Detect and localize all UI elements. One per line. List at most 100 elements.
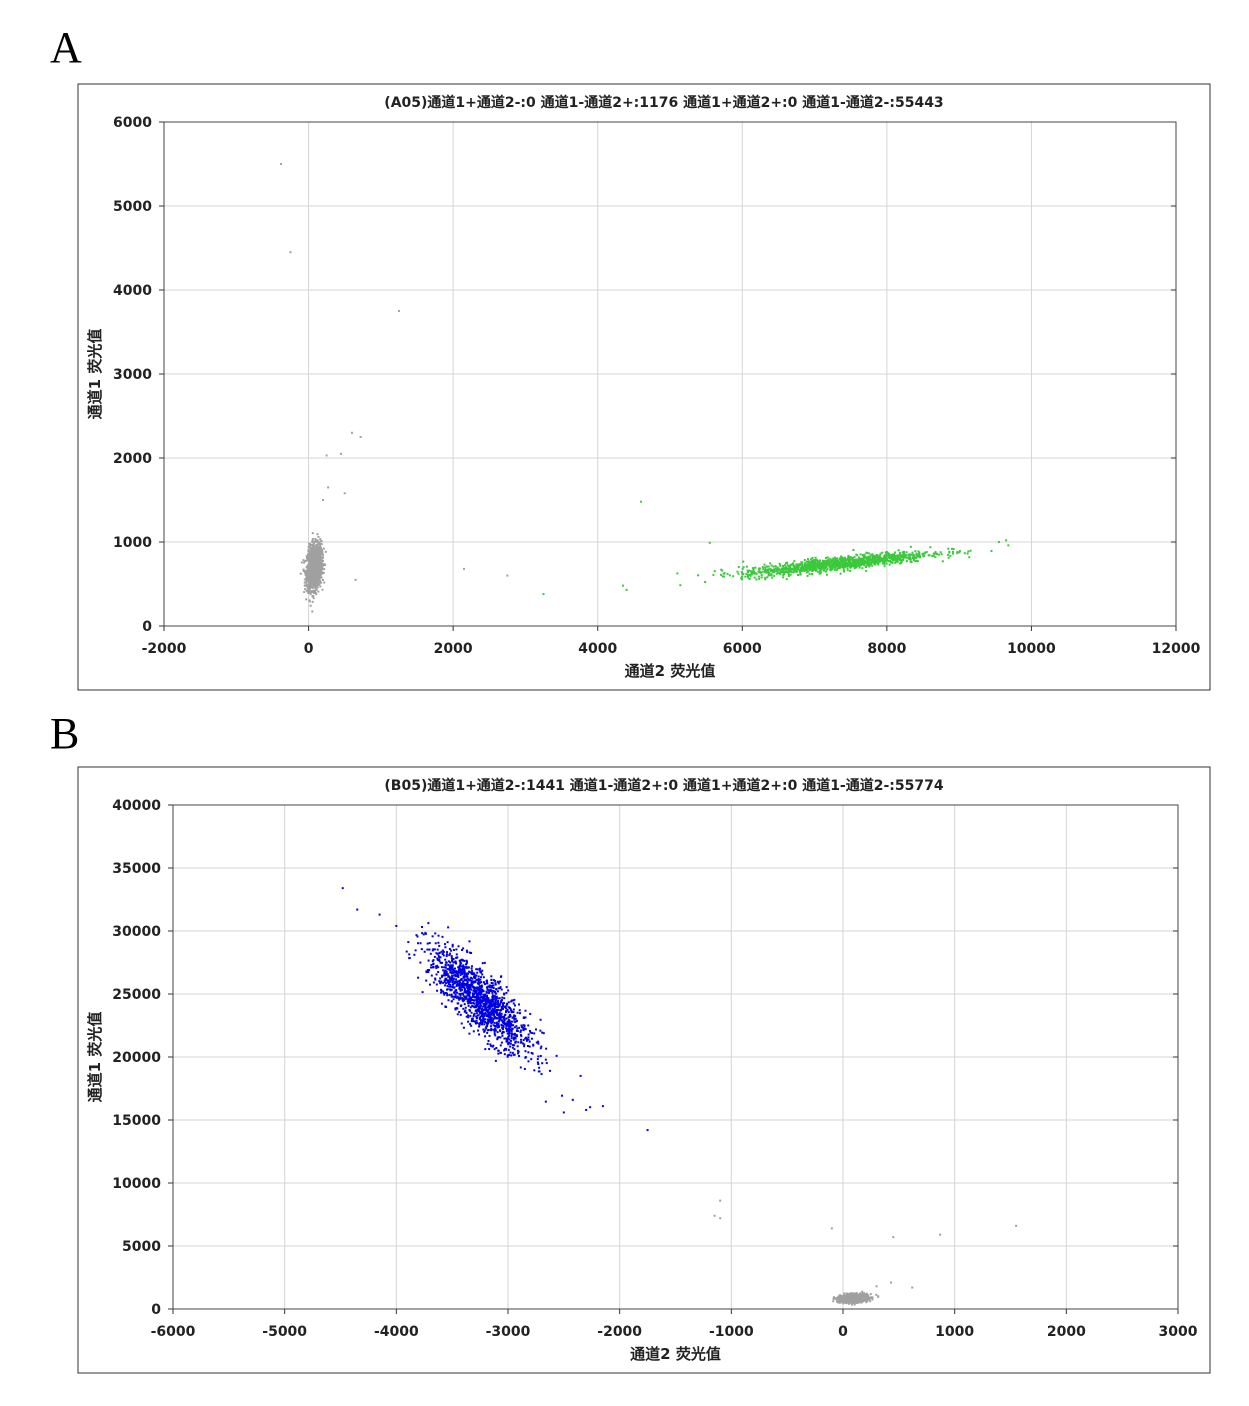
data-point [792,563,795,566]
data-point [449,988,452,991]
data-point [466,975,469,978]
data-point [789,565,792,568]
data-point [312,550,315,553]
data-point [990,549,993,552]
data-point [500,999,503,1002]
data-point [803,565,806,568]
data-point [491,984,494,987]
data-point [911,556,914,559]
data-point [440,980,443,983]
x-tick-label: 4000 [578,641,617,657]
data-point [491,982,494,985]
data-point [451,975,454,978]
data-point [454,1007,457,1010]
data-point [915,554,918,557]
data-point [315,567,318,570]
data-point [825,569,828,572]
data-point [762,570,765,573]
data-point [460,959,463,962]
data-point [625,588,628,591]
data-point [444,973,447,976]
y-tick-label: 0 [142,619,152,635]
data-point [509,1028,512,1031]
data-point [459,994,462,997]
data-point [515,1019,518,1022]
data-point [470,967,473,970]
data-point [309,558,312,561]
data-point [454,960,457,963]
data-point [321,556,324,559]
data-point [451,945,454,948]
data-point [354,578,357,581]
data-point [510,1011,513,1014]
data-point [900,559,903,562]
data-point [544,1100,547,1103]
data-point [319,573,322,576]
data-point [469,996,472,999]
data-point [493,1030,496,1033]
data-point [499,1002,502,1005]
data-point [495,998,498,1001]
data-point [442,992,445,995]
data-point [719,573,722,576]
data-point [537,1070,540,1073]
data-point [503,1037,506,1040]
data-point [465,959,468,962]
data-point [503,1049,506,1052]
data-point [929,546,932,549]
data-point [501,996,504,999]
data-point [753,576,756,579]
data-point [531,1052,534,1055]
data-point [307,591,310,594]
data-point [442,969,445,972]
data-point [464,1006,467,1009]
data-point [323,581,326,584]
data-point [497,987,500,990]
data-point [864,561,867,564]
data-point [494,983,497,986]
data-point [501,1032,504,1035]
data-point [797,563,800,566]
data-point [814,561,817,564]
data-point [513,998,516,1001]
data-point [473,976,476,979]
data-point [779,570,782,573]
data-point [480,1001,483,1004]
data-point [514,1033,517,1036]
data-point [487,1018,490,1021]
data-point [497,1006,500,1009]
data-point [456,991,459,994]
data-point [320,576,323,579]
data-point [848,563,851,566]
data-point [483,999,486,1002]
data-point [305,559,308,562]
data-point [530,1058,533,1061]
data-point [319,571,322,574]
data-point [481,1010,484,1013]
data-point [489,1044,492,1047]
data-point [317,548,320,551]
data-point [318,566,321,569]
data-point [489,1043,492,1046]
data-point [314,578,317,581]
data-point [473,973,476,976]
data-point [317,578,320,581]
data-point [490,1000,493,1003]
data-point [312,597,315,600]
data-point [468,971,471,974]
data-point [520,1029,523,1032]
data-point [467,1020,470,1023]
data-point [311,584,314,587]
data-point [457,966,460,969]
data-point [436,964,439,967]
data-point [865,561,868,564]
data-point [843,562,846,565]
data-point [935,552,938,555]
data-point [518,1055,521,1058]
data-point [483,1017,486,1020]
data-point [307,542,310,545]
data-point [542,1032,545,1035]
data-point [314,586,317,589]
data-point [487,1015,490,1018]
data-point [501,1028,504,1031]
